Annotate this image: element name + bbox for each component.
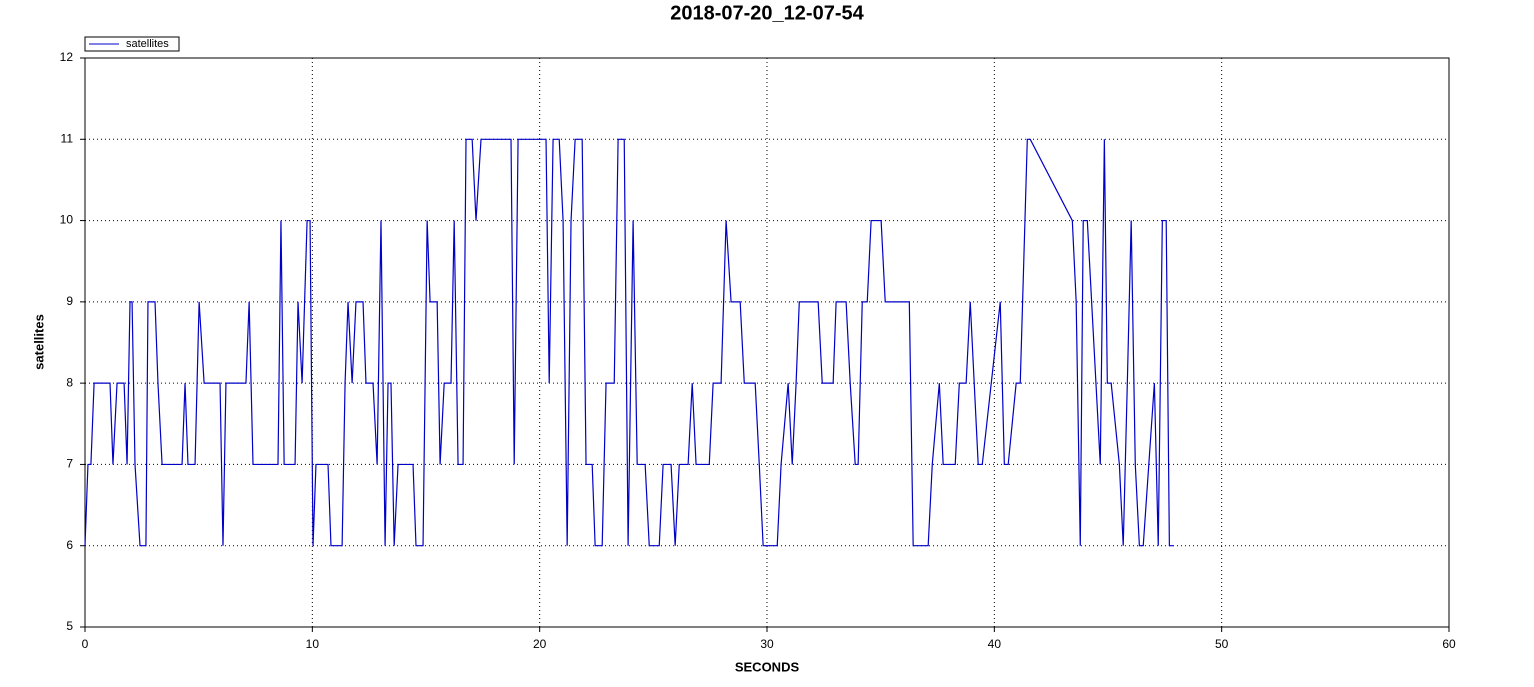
x-tick-label: 10	[306, 637, 320, 651]
y-tick-label: 7	[66, 457, 73, 471]
y-tick-label: 6	[66, 538, 73, 552]
legend-box	[84, 36, 180, 52]
series-line	[84, 138, 1174, 547]
y-tick-label: 10	[60, 213, 74, 227]
x-tick-label: 50	[1215, 637, 1229, 651]
y-axis-label: satellites	[31, 314, 46, 370]
x-tick-label: 40	[988, 637, 1002, 651]
y-tick-label: 5	[66, 619, 73, 633]
y-tick-label: 8	[66, 375, 73, 389]
chart-title: 2018-07-20_12-07-54	[670, 2, 864, 24]
y-tick-label: 12	[60, 50, 74, 64]
legend-label: satellites	[126, 38, 169, 50]
x-axis-label: SECONDS	[735, 659, 800, 674]
x-tick-label: 60	[1442, 637, 1456, 651]
x-tick-label: 0	[82, 637, 89, 651]
y-tick-label: 11	[61, 131, 74, 145]
y-tick-label: 9	[66, 294, 73, 308]
x-tick-label: 30	[760, 637, 774, 651]
x-tick-label: 20	[533, 637, 547, 651]
